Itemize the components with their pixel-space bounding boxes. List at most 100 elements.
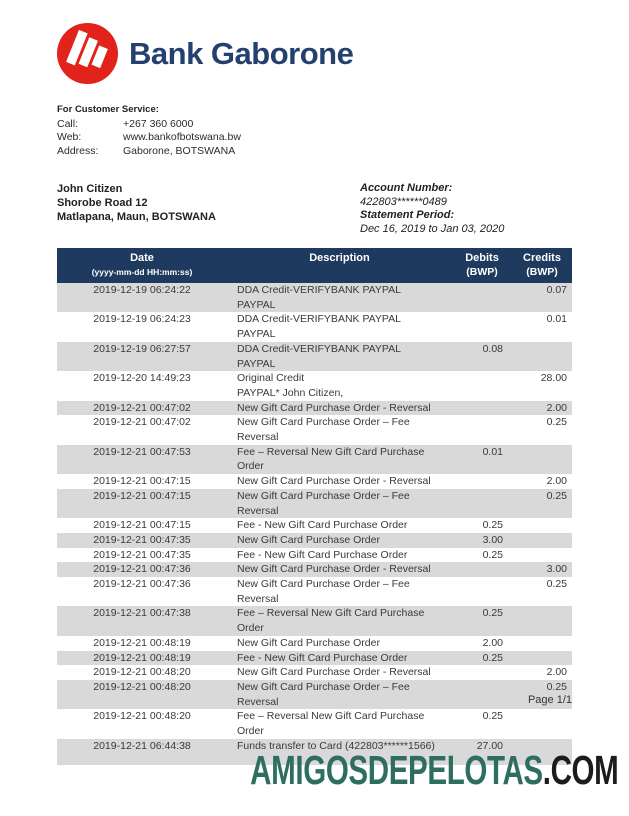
table-row: 2019-12-19 06:24:23 DDA Credit-VERIFYBANK… xyxy=(57,312,572,341)
customer-service-heading: For Customer Service: xyxy=(57,104,159,115)
table-row: 2019-12-21 00:48:20 New Gift Card Purchas… xyxy=(57,665,572,680)
bank-logo-icon xyxy=(56,22,119,85)
transaction-credit: 0.25 xyxy=(546,489,567,502)
customer-street: Shorobe Road 12 xyxy=(57,197,148,209)
watermark-suffix: .COM xyxy=(542,747,618,793)
transaction-description: New Gift Card Purchase Order – Fee Rever… xyxy=(237,416,410,444)
watermark: AMIGOSDEPELOTAS.COM xyxy=(249,747,619,793)
customer-city: Matlapana, Maun, BOTSWANA xyxy=(57,211,216,223)
transaction-date: 2019-12-19 06:24:22 xyxy=(93,284,191,296)
transaction-date: 2019-12-21 00:48:20 xyxy=(93,710,191,723)
customer-service-block: For Customer Service: Call: +267 360 600… xyxy=(57,104,241,158)
table-row: 2019-12-21 00:47:02 New Gift Card Purchas… xyxy=(57,415,572,444)
address-value: Gaborone, BOTSWANA xyxy=(123,144,236,157)
account-number-value: 422803******0489 xyxy=(360,195,447,208)
transaction-date: 2019-12-21 00:47:02 xyxy=(93,401,191,414)
transaction-date: 2019-12-21 00:47:35 xyxy=(93,548,191,561)
transaction-date: 2019-12-21 00:47:15 xyxy=(93,475,191,488)
column-header-date: Date (yyyy-mm-dd HH:mm:ss) xyxy=(91,252,193,277)
transaction-description: New Gift Card Purchase Order - Reversal xyxy=(237,563,431,576)
page-number: Page 1/1 xyxy=(527,694,572,706)
transaction-debit: 0.25 xyxy=(482,710,503,723)
transaction-debit: 0.25 xyxy=(482,519,503,532)
brand-header: Bank Gaborone xyxy=(56,22,354,85)
customer-name: John Citizen xyxy=(57,183,123,195)
transaction-date: 2019-12-19 06:24:23 xyxy=(93,313,191,326)
transaction-date: 2019-12-20 14:49:23 xyxy=(93,372,191,385)
customer-address-block: John Citizen Shorobe Road 12 Matlapana, … xyxy=(57,182,216,224)
transaction-date: 2019-12-21 06:44:38 xyxy=(93,739,191,752)
transaction-description: New Gift Card Purchase Order - Reversal xyxy=(237,475,431,488)
transaction-description: DDA Credit-VERIFYBANK PAYPAL PAYPAL xyxy=(237,313,401,341)
transaction-credit: 0.01 xyxy=(546,313,567,326)
bank-name: Bank Gaborone xyxy=(129,35,354,71)
table-row: 2019-12-21 00:47:36 New Gift Card Purchas… xyxy=(57,562,572,578)
transaction-date: 2019-12-21 00:47:15 xyxy=(93,489,191,502)
transaction-date: 2019-12-21 00:47:36 xyxy=(93,563,191,576)
transactions-body: 2019-12-19 06:24:22 DDA Credit-VERIFYBANK… xyxy=(57,283,572,765)
transaction-debit: 3.00 xyxy=(482,533,503,546)
transaction-date: 2019-12-21 00:48:19 xyxy=(93,651,191,664)
transaction-debit: 0.25 xyxy=(482,651,503,664)
transaction-description: DDA Credit-VERIFYBANK PAYPAL PAYPAL xyxy=(237,284,401,311)
call-label: Call: xyxy=(57,118,79,130)
table-row: 2019-12-21 00:47:15 New Gift Card Purchas… xyxy=(57,488,572,519)
transaction-credit: 2.00 xyxy=(546,666,567,679)
transaction-credit: 28.00 xyxy=(540,372,567,385)
transaction-debit: 0.01 xyxy=(482,445,503,458)
customer-service-call-row: Call: +267 360 6000 xyxy=(57,118,241,131)
table-row: 2019-12-21 00:47:15 Fee - New Gift Card P… xyxy=(57,518,572,533)
table-row: 2019-12-21 00:48:19 Fee - New Gift Card P… xyxy=(57,650,572,666)
web-label: Web: xyxy=(57,131,82,144)
transaction-date: 2019-12-19 06:27:57 xyxy=(93,342,191,355)
table-row: 2019-12-21 00:47:35 Fee - New Gift Card P… xyxy=(57,548,572,563)
table-row: 2019-12-21 00:47:38 Fee – Reversal New Gi… xyxy=(57,606,572,636)
transaction-date: 2019-12-21 00:48:20 xyxy=(93,680,191,693)
table-header: Date (yyyy-mm-dd HH:mm:ss) Description D… xyxy=(57,248,572,283)
column-header-debits: Debits (BWP) xyxy=(465,252,499,278)
transaction-credit: 2.00 xyxy=(546,401,567,414)
transaction-debit: 2.00 xyxy=(482,636,503,649)
table-row: 2019-12-21 00:47:53 Fee – Reversal New Gi… xyxy=(57,444,572,475)
transaction-description: New Gift Card Purchase Order – Fee Rever… xyxy=(237,489,410,517)
call-value: +267 360 6000 xyxy=(123,118,194,130)
transaction-date: 2019-12-21 00:48:20 xyxy=(93,666,191,679)
transaction-credit: 0.25 xyxy=(546,680,567,693)
customer-service-web-row: Web: www.bankofbotswana.bw xyxy=(57,131,241,144)
transaction-debit: 0.25 xyxy=(482,548,503,561)
transaction-debit: 27.00 xyxy=(476,739,503,752)
transaction-description: New Gift Card Purchase Order – Fee Rever… xyxy=(237,680,410,708)
table-row: 2019-12-19 06:27:57 DDA Credit-VERIFYBANK… xyxy=(57,341,572,372)
table-row: 2019-12-21 00:47:35 New Gift Card Purchas… xyxy=(57,532,572,548)
transaction-credit: 0.25 xyxy=(546,416,567,429)
table-row: 2019-12-20 14:49:23 Original Credit PAYPAL… xyxy=(57,371,572,400)
transaction-description: Fee – Reversal New Gift Card Purchase Or… xyxy=(237,607,425,635)
transaction-date: 2019-12-21 00:47:35 xyxy=(93,533,191,546)
transaction-description: Fee – Reversal New Gift Card Purchase Or… xyxy=(237,710,425,738)
table-row: 2019-12-21 06:44:38 Funds transfer to Car… xyxy=(57,738,572,765)
transaction-credit: 3.00 xyxy=(546,563,567,576)
transaction-date: 2019-12-21 00:47:53 xyxy=(93,445,191,458)
watermark-main: AMIGOSDEPELOTAS xyxy=(249,747,543,793)
transaction-description: Fee - New Gift Card Purchase Order xyxy=(237,548,408,561)
table-row: 2019-12-21 00:47:15 New Gift Card Purchas… xyxy=(57,474,572,489)
transaction-description: Fee – Reversal New Gift Card Purchase Or… xyxy=(237,445,425,473)
table-row: 2019-12-21 00:48:20 Fee – Reversal New Gi… xyxy=(57,709,572,738)
transaction-description: DDA Credit-VERIFYBANK PAYPAL PAYPAL xyxy=(237,342,401,370)
transaction-description: New Gift Card Purchase Order xyxy=(237,636,380,649)
transaction-date: 2019-12-21 00:47:15 xyxy=(93,519,191,532)
customer-service-address-row: Address: Gaborone, BOTSWANA xyxy=(57,145,241,158)
table-row: 2019-12-21 00:48:20 New Gift Card Purchas… xyxy=(57,679,572,710)
column-header-credits: Credits (BWP) xyxy=(523,252,561,278)
account-number-label: Account Number: xyxy=(360,182,453,194)
transaction-date: 2019-12-21 00:47:02 xyxy=(93,416,191,429)
transaction-credit: 0.07 xyxy=(546,284,567,296)
statement-period-value: Dec 16, 2019 to Jan 03, 2020 xyxy=(360,222,505,235)
transaction-debit: 0.25 xyxy=(482,607,503,620)
transaction-description: Fee - New Gift Card Purchase Order xyxy=(237,651,408,664)
transaction-description: Funds transfer to Card (422803******1566… xyxy=(237,739,435,752)
table-row: 2019-12-21 00:47:02 New Gift Card Purchas… xyxy=(57,400,572,416)
transaction-date: 2019-12-21 00:47:36 xyxy=(93,578,191,591)
transaction-date: 2019-12-21 00:47:38 xyxy=(93,607,191,620)
